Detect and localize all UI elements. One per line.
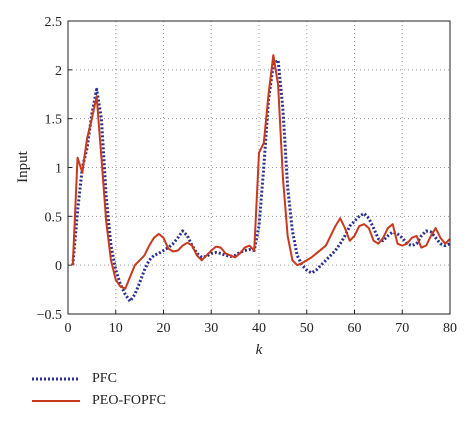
y-tick-label: 1 (55, 162, 62, 177)
legend-swatch-peo-fopfc (30, 396, 82, 406)
y-axis-label: Input (15, 150, 31, 182)
x-tick-label: 80 (443, 321, 457, 336)
grid-lines (68, 21, 450, 314)
x-tick-label: 30 (204, 321, 218, 336)
legend-item-peo-fopfc: PEO-FOPFC (30, 390, 166, 412)
x-tick-label: 60 (348, 321, 362, 336)
y-tick-label: 0 (55, 259, 62, 274)
series-line-peo-fopfc (71, 54, 451, 290)
y-tick-label: −0.5 (37, 308, 62, 323)
y-tick-label: 1.5 (45, 113, 63, 128)
legend-swatch-pfc (30, 374, 82, 384)
legend-item-pfc: PFC (30, 368, 166, 390)
legend: PFC PEO-FOPFC (30, 368, 166, 412)
series-line-pfc (71, 58, 451, 303)
x-axis-label: k (256, 342, 263, 358)
legend-label-pfc: PFC (92, 371, 117, 386)
y-tick-label: 2.5 (45, 15, 63, 30)
x-tick-label: 50 (300, 321, 314, 336)
y-tick-label: 0.5 (45, 210, 63, 225)
line-chart: 0 10 20 30 40 50 60 70 80−0.500.511.522.5 k Inpu… (15, 15, 457, 358)
axis-ticks: 0 10 20 30 40 50 60 70 80−0.500.511.522.5 (37, 15, 457, 336)
x-tick-label: 70 (395, 321, 409, 336)
x-tick-label: 0 (65, 321, 72, 336)
legend-label-peo-fopfc: PEO-FOPFC (92, 393, 166, 408)
x-tick-label: 40 (252, 321, 266, 336)
x-tick-label: 20 (157, 321, 171, 336)
y-tick-label: 2 (55, 64, 62, 79)
x-tick-label: 10 (109, 321, 123, 336)
series-layer (71, 54, 451, 303)
